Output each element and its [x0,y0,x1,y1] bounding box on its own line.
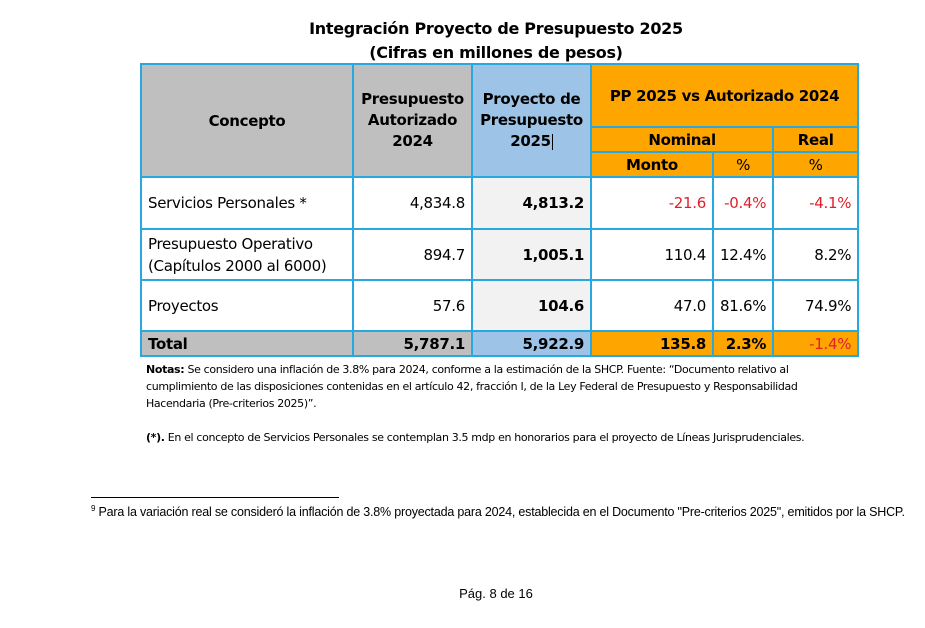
footnote-marker: 9 [91,504,96,513]
header-proyecto-line-1: Proyecto de [482,90,581,108]
footnote-text: Para la variación real se consideró la i… [95,505,905,519]
title-line-2: (Cifras en millones de pesos) [369,43,623,62]
header-autorizado-2024: Presupuesto Autorizado 2024 [352,63,473,178]
title-line-1: Integración Proyecto de Presupuesto 2025 [309,19,683,38]
total-row: Total 5,787.1 5,922.9 135.8 2.3% -1.4% [140,330,860,357]
cell-concepto-line-2: (Capítulos 2000 al 6000) [148,256,327,275]
cell-autorizado: 4,834.8 [352,176,473,230]
header-nominal: Nominal [589,126,775,153]
cell-total-monto: 135.8 [590,330,714,357]
cell-pct-nominal: -0.4% [711,176,775,230]
cell-pct-nominal: 81.6% [711,279,775,332]
header-proyecto-line-3-text: 2025 [510,132,551,150]
cell-proyecto: 1,005.1 [471,228,592,281]
cell-proyecto: 104.6 [471,279,592,332]
cell-concepto-line-1: Presupuesto Operativo [148,234,313,253]
header-autorizado-line-3: 2024 [392,132,433,150]
cell-pct-real: 8.2% [772,228,860,281]
cell-pct-real: 74.9% [772,279,860,332]
asterisk-note: (*). En el concepto de Servicios Persona… [146,429,858,446]
notes-paragraph: Notas: Se considero una inflación de 3.8… [146,361,858,412]
cell-autorizado: 894.7 [352,228,473,281]
page-number: Pág. 8 de 16 [459,586,533,601]
asterisk-text: En el concepto de Servicios Personales s… [164,431,805,444]
header-autorizado-line-2: Autorizado [367,111,458,129]
table-row: Presupuesto Operativo (Capítulos 2000 al… [140,228,860,281]
header-proyecto-line-2: Presupuesto [480,111,583,129]
table-row: Servicios Personales * 4,834.8 4,813.2 -… [140,176,860,230]
cell-total-pct-nominal: 2.3% [711,330,775,357]
table-row: Proyectos 57.6 104.6 47.0 81.6% 74.9% [140,279,860,332]
text-cursor [551,133,553,150]
header-pct-nominal: % [711,151,775,178]
cell-monto: 110.4 [590,228,714,281]
footnote-divider [91,497,339,498]
header-proyecto-2025: Proyecto de Presupuesto 2025 [471,63,592,178]
header-concepto: Concepto [140,63,354,178]
cell-total-proyecto: 5,922.9 [471,330,592,357]
table-notes: Notas: Se considero una inflación de 3.8… [146,361,858,446]
budget-table: Concepto Presupuesto Autorizado 2024 Pro… [140,63,860,357]
footnote: 9 Para la variación real se consideró la… [91,504,911,521]
cell-concepto: Proyectos [140,279,354,332]
cell-concepto: Servicios Personales * [140,176,354,230]
notes-text: Se considero una inflación de 3.8% para … [146,363,798,410]
cell-total-autorizado: 5,787.1 [352,330,473,357]
cell-pct-real: -4.1% [772,176,860,230]
header-autorizado-line-1: Presupuesto [361,90,464,108]
asterisk-label: (*). [146,431,165,444]
cell-total-pct-real: -1.4% [772,330,860,357]
document-title: Integración Proyecto de Presupuesto 2025… [0,17,925,65]
cell-monto: 47.0 [590,279,714,332]
cell-concepto: Presupuesto Operativo (Capítulos 2000 al… [140,228,354,281]
cell-pct-nominal: 12.4% [711,228,775,281]
cell-proyecto: 4,813.2 [471,176,592,230]
cell-autorizado: 57.6 [352,279,473,332]
header-monto: Monto [590,151,714,178]
notes-label: Notas: [146,363,185,376]
header-proyecto-line-3: 2025 [479,131,584,152]
header-pct-real: % [772,151,860,178]
header-comparison: PP 2025 vs Autorizado 2024 [589,63,860,128]
cell-monto: -21.6 [590,176,714,230]
header-real: Real [772,126,860,153]
cell-total-label: Total [140,330,354,357]
